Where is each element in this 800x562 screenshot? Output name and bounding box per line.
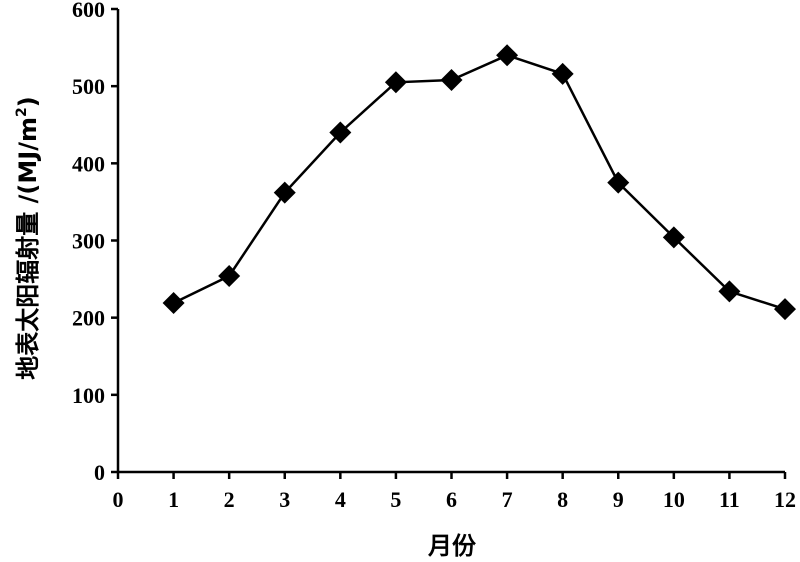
y-tick-label-400: 400 (72, 151, 105, 176)
data-point-month-9 (607, 171, 630, 194)
series-line-0 (173, 53, 786, 311)
data-point-month-1 (162, 292, 185, 315)
y-axis-title-main: 地表太阳辐射量 /(MJ/m (14, 117, 42, 380)
x-tick-label-0: 0 (113, 487, 124, 512)
y-tick-label-600: 600 (72, 0, 105, 22)
x-tick-label-6: 6 (446, 487, 457, 512)
data-point-month-4 (329, 121, 352, 144)
y-tick-label-200: 200 (72, 306, 105, 331)
y-tick-label-300: 300 (72, 229, 105, 254)
y-axis-title: 地表太阳辐射量 /(MJ/m2) (14, 96, 42, 379)
data-point-month-5 (384, 71, 407, 94)
y-tick-label-500: 500 (72, 74, 105, 99)
data-point-month-6 (440, 68, 463, 91)
data-point-month-8 (551, 62, 574, 85)
data-point-month-2 (218, 264, 241, 287)
x-axis-title: 月份 (427, 532, 477, 560)
y-axis-title-close: ) (14, 96, 42, 107)
x-tick-label-12: 12 (774, 487, 796, 512)
y-tick-label-0: 0 (94, 460, 105, 485)
data-point-month-3 (273, 181, 296, 204)
x-tick-label-5: 5 (390, 487, 401, 512)
x-tick-label-2: 2 (224, 487, 235, 512)
data-point-month-7 (496, 44, 519, 67)
x-tick-label-10: 10 (663, 487, 685, 512)
x-tick-label-7: 7 (502, 487, 513, 512)
x-tick-label-11: 11 (719, 487, 740, 512)
data-point-month-12 (774, 298, 796, 321)
x-tick-label-3: 3 (279, 487, 290, 512)
x-tick-label-4: 4 (335, 487, 346, 512)
y-tick-label-100: 100 (72, 383, 105, 408)
x-tick-label-8: 8 (557, 487, 568, 512)
data-point-month-11 (718, 280, 741, 303)
data-point-month-10 (662, 226, 685, 249)
y-axis-title-superscript: 2 (14, 107, 30, 117)
x-tick-label-1: 1 (168, 487, 179, 512)
x-tick-label-9: 9 (613, 487, 624, 512)
